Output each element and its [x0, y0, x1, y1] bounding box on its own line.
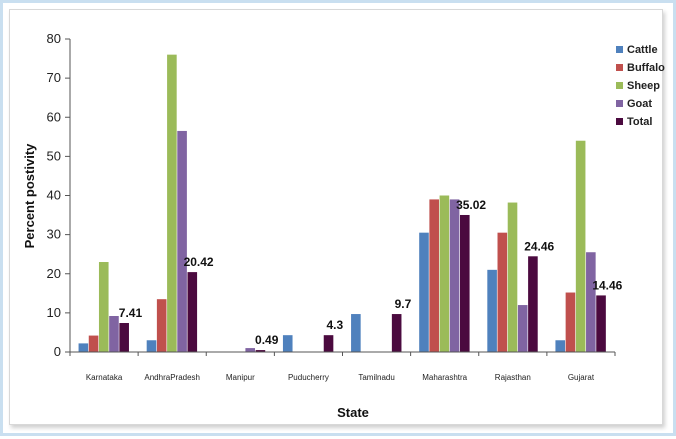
- bar-total: [459, 214, 470, 352]
- data-label-total: 0.49: [255, 333, 279, 347]
- bar-sheep: [439, 195, 450, 352]
- bar-cattle: [146, 340, 157, 352]
- y-tick-label: 80: [47, 31, 61, 46]
- bar-goat: [245, 348, 256, 352]
- y-tick-label: 50: [47, 148, 61, 163]
- bar-goat: [517, 305, 528, 352]
- y-tick-label: 60: [47, 109, 61, 124]
- legend-swatch-cattle: [616, 46, 623, 53]
- data-label-total: 35.02: [456, 198, 486, 212]
- x-category-label: Tamilnadu: [358, 373, 394, 382]
- bar-buffalo: [156, 299, 167, 352]
- bar-buffalo: [497, 232, 508, 352]
- legend-swatch-goat: [616, 100, 623, 107]
- y-tick-label: 20: [47, 266, 61, 281]
- bar-goat: [586, 252, 596, 352]
- x-axis-title: State: [337, 405, 369, 420]
- legend-label-total: Total: [627, 116, 652, 128]
- y-tick-label: 10: [47, 305, 61, 320]
- x-category-label: Rajasthan: [495, 373, 531, 382]
- bar-cattle: [555, 340, 566, 352]
- y-axis-title: Percent postivity: [22, 143, 37, 249]
- bar-total: [528, 256, 538, 352]
- data-label-total: 14.46: [592, 278, 622, 292]
- bar-total: [119, 323, 129, 352]
- data-label-total: 9.7: [395, 297, 412, 311]
- data-label-total: 4.3: [326, 318, 343, 332]
- bar-sheep: [507, 202, 518, 352]
- bar-buffalo: [565, 292, 576, 352]
- chart-panel: [9, 9, 663, 425]
- bar-chart: 0 10 20 30 40 50 60 70 80 Karnataka AndhraPradesh…: [22, 31, 665, 420]
- data-label-total: 20.42: [184, 255, 214, 269]
- bar-total: [391, 314, 402, 352]
- y-tick-label: 0: [54, 344, 61, 359]
- bar-sheep: [167, 54, 177, 353]
- y-tick-label: 30: [47, 227, 61, 242]
- bar-cattle: [78, 343, 89, 352]
- legend-label-cattle: Cattle: [627, 44, 658, 56]
- bar-sheep: [575, 140, 586, 352]
- x-category-label: Puducherry: [288, 373, 329, 382]
- bar-total: [255, 350, 266, 352]
- legend-label-goat: Goat: [627, 98, 652, 110]
- legend-swatch-sheep: [616, 82, 623, 89]
- data-label-total: 7.41: [119, 306, 143, 320]
- bar-cattle: [351, 314, 361, 352]
- x-category-label: Karnataka: [86, 373, 123, 382]
- bar-total: [596, 295, 606, 352]
- bar-goat: [177, 130, 187, 352]
- bar-cattle: [487, 269, 497, 352]
- bar-cattle: [419, 232, 429, 352]
- bar-sheep: [98, 262, 109, 352]
- x-category-label: Gujarat: [568, 373, 595, 382]
- legend-swatch-total: [616, 118, 623, 125]
- y-tick-label: 40: [47, 188, 61, 203]
- bar-goat: [109, 316, 119, 352]
- x-category-label: AndhraPradesh: [144, 373, 200, 382]
- y-tick-label: 70: [47, 70, 61, 85]
- bar-cattle: [282, 335, 293, 352]
- x-category-label: Maharashtra: [422, 373, 467, 382]
- legend-label-sheep: Sheep: [627, 80, 660, 92]
- bar-buffalo: [88, 335, 99, 352]
- legend-label-buffalo: Buffalo: [627, 62, 665, 74]
- bar-total: [187, 272, 198, 352]
- bar-total: [323, 335, 334, 352]
- legend-swatch-buffalo: [616, 64, 623, 71]
- data-label-total: 24.46: [524, 239, 554, 253]
- x-category-label: Manipur: [226, 373, 255, 382]
- bar-goat: [449, 199, 460, 352]
- bar-buffalo: [429, 199, 439, 352]
